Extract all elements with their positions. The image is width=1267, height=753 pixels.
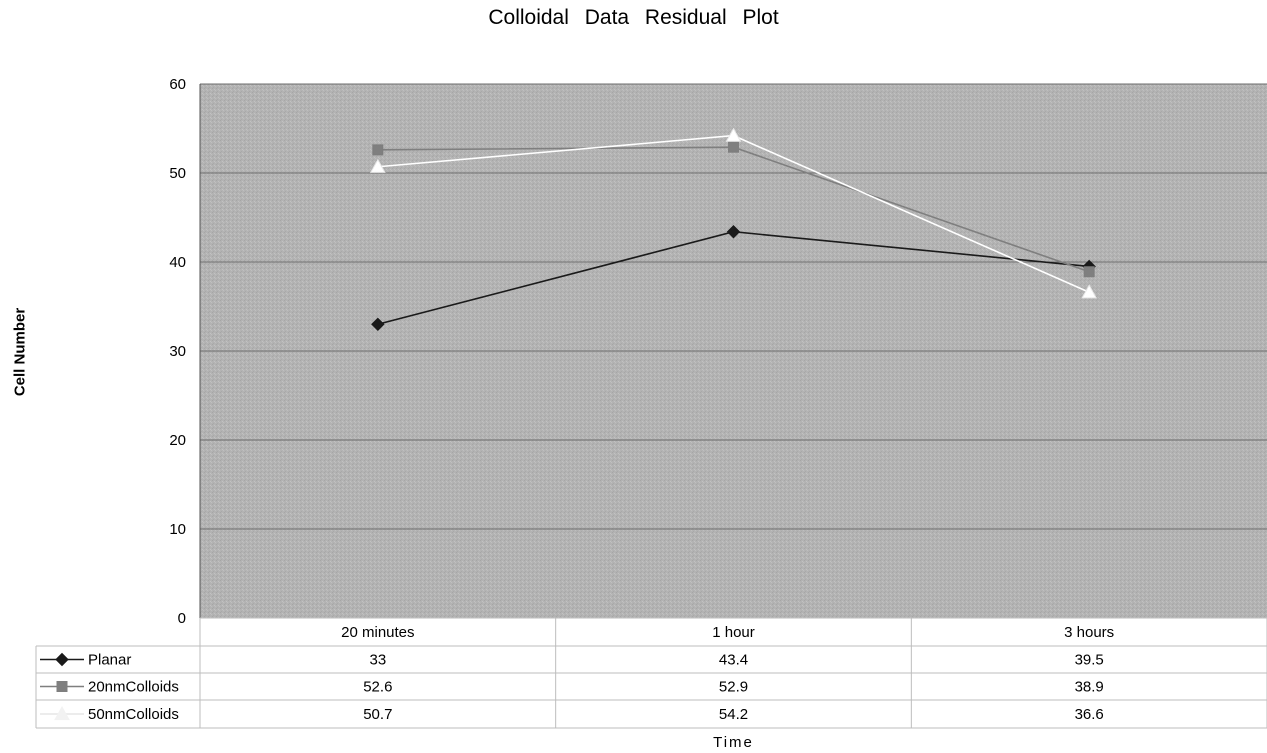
table-cell-value: 36.6 <box>1075 706 1104 723</box>
table-cell-value: 33 <box>369 652 386 669</box>
y-tick-label: 60 <box>169 76 186 93</box>
legend-entry: Planar <box>88 652 131 669</box>
x-tick-label: 3 hours <box>1064 624 1114 641</box>
table-cell-value: 43.4 <box>719 652 748 669</box>
legend-key-marker <box>55 652 69 667</box>
data-point-20nmcolloids <box>728 141 739 153</box>
table-cell-value: 38.9 <box>1075 679 1104 696</box>
legend-key-marker <box>54 705 70 721</box>
table-cell-value: 39.5 <box>1075 652 1104 669</box>
data-point-planar <box>371 317 385 332</box>
table-cell-value: 54.2 <box>719 706 748 723</box>
legend-entry: 20nmColloids <box>88 679 179 696</box>
data-table: 20 minutes 1 hour 3 hours Planar 33 43.4 39.5 2… <box>35 617 1267 729</box>
y-tick-label: 30 <box>169 343 186 360</box>
x-tick-label: 1 hour <box>712 624 755 641</box>
data-point-50nmcolloids <box>725 127 742 142</box>
x-tick-label: 20 minutes <box>341 624 414 641</box>
table-cell-value: 52.9 <box>719 679 748 696</box>
data-point-planar <box>726 225 741 239</box>
data-point-50nmcolloids <box>369 158 386 173</box>
table-cell-value: 50.7 <box>363 706 392 723</box>
data-point-20nmcolloids <box>372 144 384 156</box>
plot-layer: 0 10 20 30 40 50 60 <box>169 76 1267 627</box>
data-point-50nmcolloids <box>1081 284 1098 299</box>
table-cell-value: 52.6 <box>363 679 392 696</box>
chart-title: Colloidal Data Residual Plot <box>488 6 779 29</box>
y-tick-label: 20 <box>169 432 186 449</box>
legend-key-marker <box>56 681 68 692</box>
y-tick-label: 10 <box>169 521 186 538</box>
legend-entry: 50nmColloids <box>88 706 179 723</box>
x-axis-label: Time <box>713 734 754 751</box>
data-point-20nmcolloids <box>1083 266 1095 278</box>
y-tick-label: 0 <box>178 610 186 627</box>
y-tick-label: 40 <box>169 254 186 271</box>
y-tick-label: 50 <box>169 165 186 182</box>
